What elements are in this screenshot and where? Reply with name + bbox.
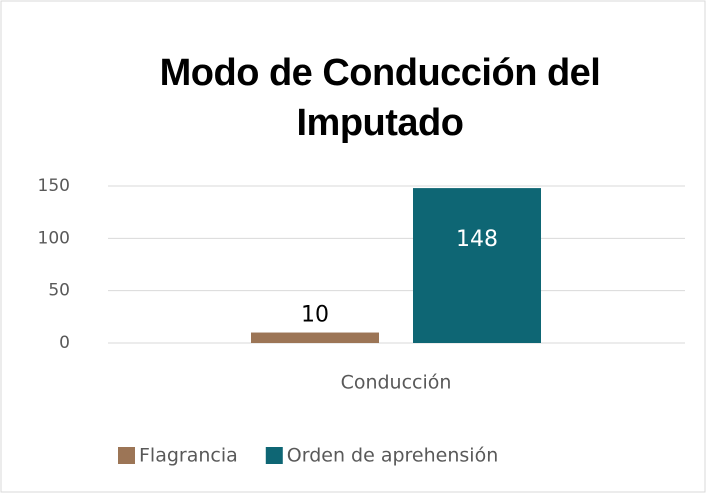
bar xyxy=(413,188,541,343)
value-label: 10 xyxy=(301,303,329,328)
chart-title: Imputado xyxy=(297,102,464,144)
y-tick-label: 0 xyxy=(59,333,70,353)
x-tick-label: Conducción xyxy=(341,372,452,394)
y-tick-label: 100 xyxy=(38,228,70,248)
chart-title: Modo de Conducción del xyxy=(160,52,601,94)
bar xyxy=(251,332,379,343)
value-label: 148 xyxy=(456,227,498,252)
legend-swatch xyxy=(118,447,135,464)
legend-label: Flagrancia xyxy=(139,445,238,467)
y-tick-label: 150 xyxy=(38,176,70,196)
legend-swatch xyxy=(265,447,283,464)
chart-frame xyxy=(0,0,706,493)
legend-label: Orden de aprehensión xyxy=(287,445,498,467)
y-tick-label: 50 xyxy=(48,281,70,301)
